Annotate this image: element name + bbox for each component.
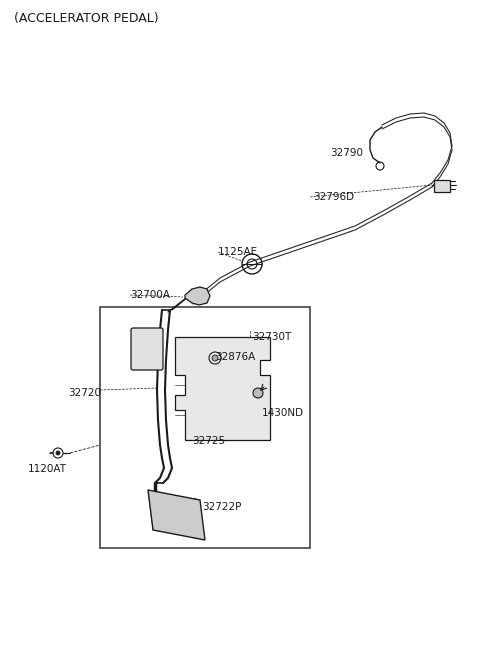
Text: 32790: 32790 [330,148,363,158]
Polygon shape [148,490,205,540]
Circle shape [253,388,263,398]
Text: 32796D: 32796D [313,192,354,202]
Circle shape [56,451,60,455]
Text: 32700A: 32700A [130,290,170,300]
FancyBboxPatch shape [131,328,163,370]
Text: 32730T: 32730T [252,332,291,342]
Text: (ACCELERATOR PEDAL): (ACCELERATOR PEDAL) [14,12,158,25]
Text: 1430ND: 1430ND [262,408,304,418]
Text: 1125AE: 1125AE [218,247,258,257]
Text: 32720: 32720 [68,388,101,398]
Text: 32725: 32725 [192,436,225,446]
Polygon shape [175,337,270,440]
FancyBboxPatch shape [434,180,450,192]
Text: 32876A: 32876A [215,352,255,362]
Text: 1120AT: 1120AT [28,464,67,474]
Text: 32722P: 32722P [202,502,241,512]
Circle shape [212,355,218,361]
Bar [100,307,310,548]
Polygon shape [185,287,210,305]
